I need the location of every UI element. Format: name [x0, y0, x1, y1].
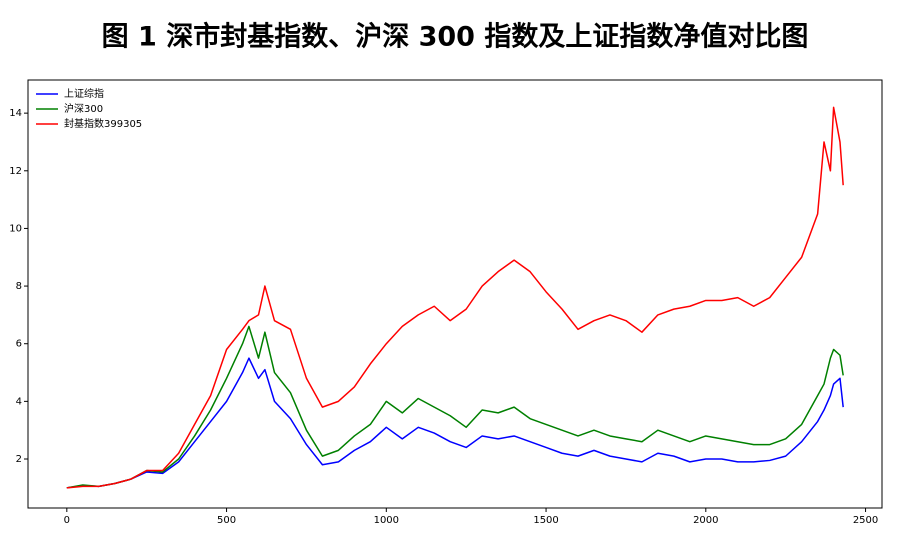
y-tick-label: 14 [9, 108, 22, 119]
plot-frame [27, 79, 883, 509]
x-tick-label: 1000 [374, 515, 399, 526]
legend-label: 封基指数399305 [64, 117, 142, 130]
chart-title: 图 1 深市封基指数、沪深 300 指数及上证指数净值对比图 [102, 21, 809, 53]
series-line [66, 325, 844, 489]
y-tick-label: 12 [9, 166, 22, 177]
x-tick-label: 1500 [533, 515, 558, 526]
x-tick-label: 2500 [853, 515, 878, 526]
series-line [66, 357, 844, 489]
x-tick-label: 500 [217, 515, 236, 526]
y-tick-label: 6 [16, 339, 22, 350]
series-line [66, 106, 844, 489]
x-tick-label: 0 [64, 515, 70, 526]
y-tick-label: 10 [9, 223, 22, 234]
x-tick-label: 2000 [693, 515, 718, 526]
y-tick-label: 8 [16, 281, 22, 292]
y-tick-label: 4 [16, 396, 22, 407]
legend-label: 上证综指 [64, 87, 104, 100]
legend-label: 沪深300 [64, 102, 103, 115]
y-tick-label: 2 [16, 454, 22, 465]
